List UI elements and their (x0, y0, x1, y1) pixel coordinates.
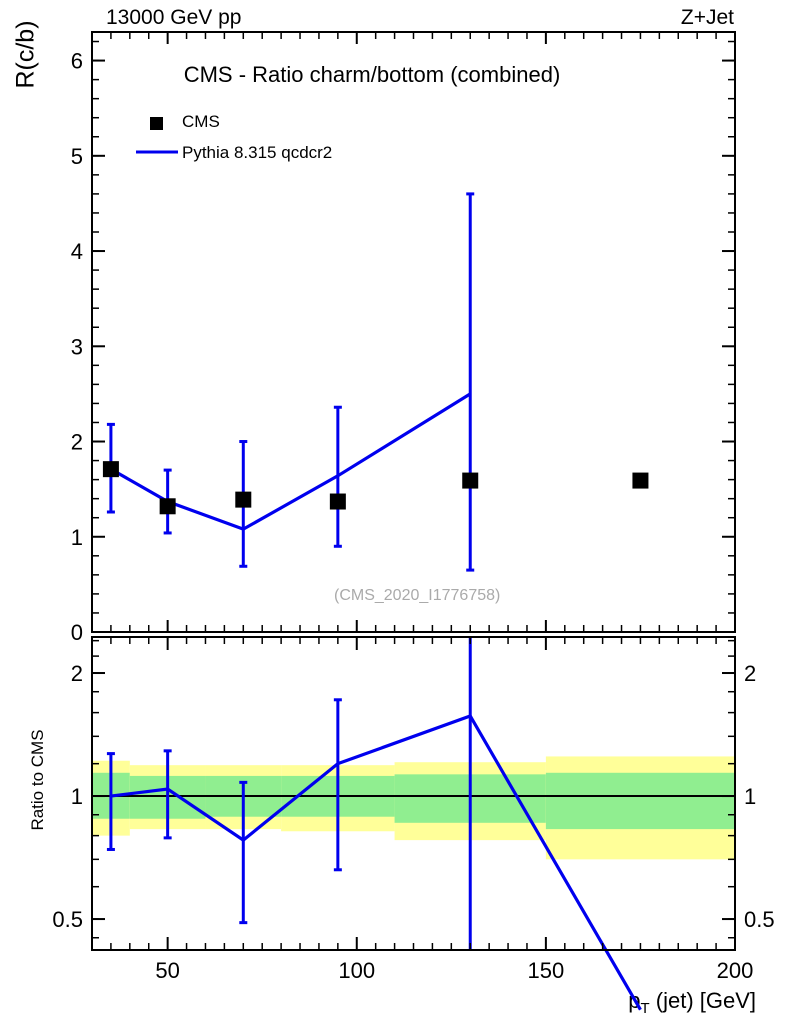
ratio-y-tick-label: 1 (71, 784, 83, 809)
legend-item-mc-label: Pythia 8.315 qcdcr2 (182, 143, 333, 162)
main-y-tick-label: 3 (71, 334, 83, 359)
main-y-tick-label: 0 (71, 620, 83, 645)
mc-error-bar (466, 192, 475, 572)
data-point-marker (235, 491, 252, 508)
analysis-id-watermark: (CMS_2020_I1776758) (334, 587, 501, 604)
uncertainty-band-inner (545, 772, 735, 830)
ratio-error-bar (333, 698, 342, 872)
data-point-marker (159, 498, 176, 515)
data-point-marker (329, 493, 346, 510)
mc-error-bar (333, 405, 342, 548)
x-tick-label: 50 (155, 958, 179, 983)
x-tick-label: 200 (717, 958, 754, 983)
ratio-y-tick-label: 0.5 (52, 907, 83, 932)
main-panel: 0 1 2 3 4 5 6 (71, 31, 736, 645)
ratio-error-bar (239, 780, 248, 925)
ratio-y-tick-label: 2 (71, 661, 83, 686)
ratio-y-tick-label-right: 1 (744, 784, 756, 809)
ratio-y-tick-label-right: 2 (744, 661, 756, 686)
ratio-error-bar (106, 752, 115, 851)
data-point-marker (632, 472, 649, 489)
main-y-tick-label: 4 (71, 239, 83, 264)
main-y-tick-label: 5 (71, 144, 83, 169)
legend-item-cms-label: CMS (182, 112, 220, 131)
x-tick-label: 150 (528, 958, 565, 983)
ratio-error-bar (163, 749, 172, 840)
x-tick-label: 100 (338, 958, 375, 983)
main-y-tick-label: 2 (71, 430, 83, 455)
ratio-y-tick-label-right: 0.5 (744, 907, 775, 932)
legend-cms-marker (150, 117, 163, 130)
data-point-marker (462, 472, 479, 489)
plot-title: CMS - Ratio charm/bottom (combined) (183, 62, 561, 87)
main-y-tick-label: 6 (71, 49, 83, 74)
ratio-panel: 0.5 0.5 1 1 2 2 50 100 150 200 (52, 636, 775, 1011)
main-y-tick-label: 1 (71, 525, 83, 550)
header-process-label: Z+Jet (680, 6, 734, 29)
legend-markers (136, 117, 178, 154)
data-point-marker (102, 461, 119, 478)
header-beam-label: 13000 GeV pp (106, 6, 242, 29)
ratio-line (110, 714, 642, 1011)
